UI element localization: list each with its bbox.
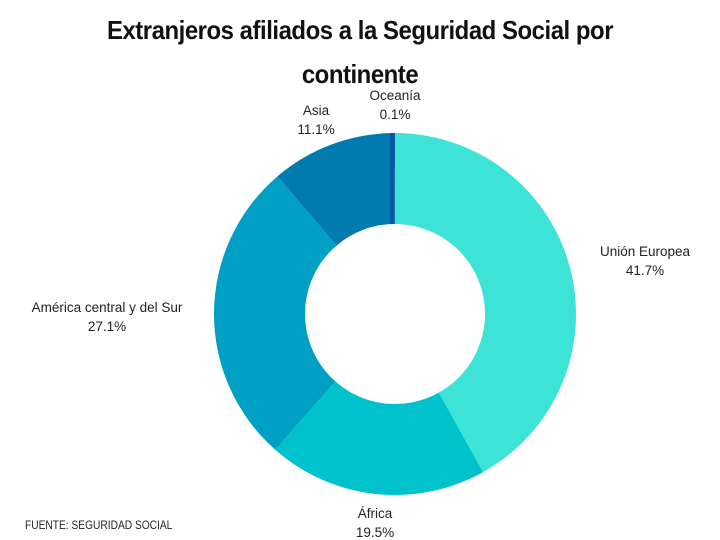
donut-slice-1 <box>275 381 484 495</box>
chart-title-line-1: Extranjeros afiliados a la Seguridad Soc… <box>106 15 614 45</box>
slice-label-value: 19.5% <box>356 525 394 540</box>
donut-slice-oceania-marker <box>390 133 394 224</box>
slice-labels: Unión Europea 41.7% África 19.5% América… <box>32 88 691 540</box>
chart-title: Extranjeros afiliados a la Seguridad Soc… <box>84 8 636 96</box>
slice-label-name: América central y del Sur <box>32 300 183 315</box>
slice-label-value: 27.1% <box>88 319 126 334</box>
donut-slice-4 <box>393 133 395 225</box>
slice-label-name: Asia <box>303 103 330 118</box>
slice-label-name: Oceanía <box>369 88 421 103</box>
slice-label-value: 11.1% <box>297 122 334 137</box>
slice-label-value: 0.1% <box>380 107 411 122</box>
source-note: FUENTE: SEGURIDAD SOCIAL <box>25 518 173 532</box>
slice-label-value: 41.7% <box>626 263 664 278</box>
donut-slice-2 <box>213 176 337 450</box>
chart-title-line-2: continente <box>301 59 419 89</box>
donut-slices <box>213 133 577 495</box>
slice-label-name: África <box>358 506 393 521</box>
slice-label-name: Unión Europea <box>600 244 691 259</box>
donut-slice-0 <box>395 133 577 473</box>
donut-slice-3 <box>277 133 395 246</box>
